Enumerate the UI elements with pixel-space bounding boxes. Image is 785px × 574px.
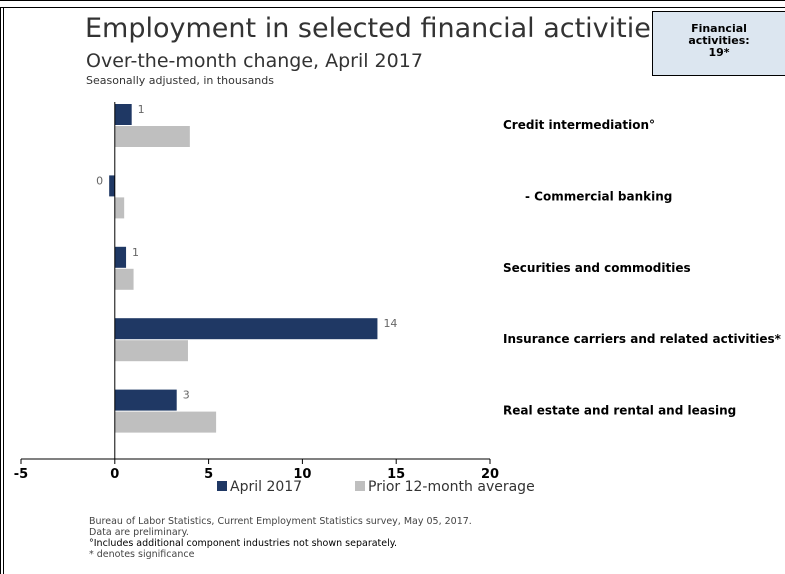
financial-activities-callout: Financial activities: 19* [652, 11, 785, 76]
bar-current-0 [114, 104, 132, 125]
data-label-1: 0 [96, 174, 103, 187]
category-label-1: - Commercial banking [525, 189, 672, 203]
chart-units-note: Seasonally adjusted, in thousands [86, 74, 274, 87]
preliminary-note: Data are preliminary. [89, 527, 189, 538]
callout-line-3: 19* [708, 46, 730, 59]
legend-swatch-1 [355, 481, 365, 491]
data-label-3: 14 [383, 317, 397, 330]
bar-average-4 [114, 411, 217, 433]
x-tick-label-0: -5 [14, 467, 28, 482]
top-border [0, 0, 785, 8]
data-label-0: 1 [138, 103, 145, 116]
category-label-2: Securities and commodities [503, 261, 691, 275]
footnotes: Bureau of Labor Statistics, Current Empl… [89, 516, 472, 560]
bar-current-2 [114, 246, 127, 268]
x-tick-label-2: 5 [204, 467, 213, 482]
chart-title: Employment in selected financial activit… [85, 13, 665, 44]
category-label-4: Real estate and rental and leasing [503, 404, 736, 418]
data-label-4: 3 [183, 389, 190, 402]
x-tick-label-4: 15 [387, 467, 405, 482]
x-tick-label-5: 20 [481, 467, 499, 482]
bar-average-0 [114, 126, 190, 147]
left-border [0, 8, 1, 574]
bar-average-2 [114, 268, 134, 290]
legend-label-0: April 2017 [230, 479, 302, 495]
legend-swatch-0 [217, 481, 227, 491]
bar-current-3 [114, 318, 378, 340]
bar-current-4 [114, 389, 177, 411]
significance-note: * denotes significance [89, 549, 195, 560]
bar-current-1 [109, 175, 115, 197]
x-tick-label-3: 10 [293, 467, 311, 482]
x-tick-label-1: 0 [110, 467, 119, 482]
category-label-0: Credit intermediation° [503, 118, 655, 132]
category-label-3: Insurance carriers and related activitie… [503, 332, 782, 346]
bar-average-1 [114, 197, 125, 219]
source-note: Bureau of Labor Statistics, Current Empl… [89, 516, 472, 527]
callout-line-1: Financial [691, 22, 747, 35]
legend-label-1: Prior 12-month average [368, 479, 535, 495]
callout-line-2: activities: [688, 34, 750, 47]
left-border-inner [3, 8, 4, 574]
chart-subtitle: Over-the-month change, April 2017 [86, 50, 423, 72]
component-note: °Includes additional component industrie… [89, 538, 398, 549]
data-label-2: 1 [132, 246, 139, 259]
bar-average-3 [114, 340, 188, 362]
